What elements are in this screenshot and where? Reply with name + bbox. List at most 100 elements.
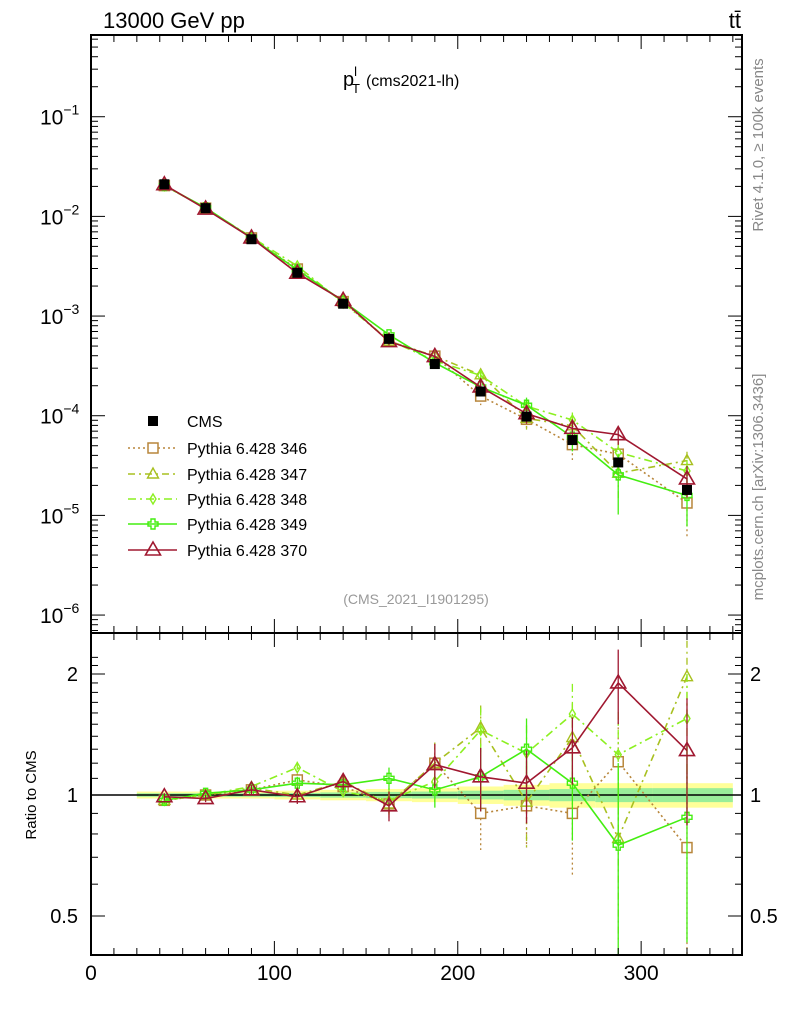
ratio-tick-label-right: 0.5: [750, 906, 778, 928]
y-tick-base: 10: [40, 206, 63, 229]
series-line: [163, 184, 688, 475]
y-tick-exp: −4: [63, 401, 79, 417]
y-tick-exp: −3: [63, 301, 79, 317]
ratio-point: [380, 796, 398, 812]
ratio-point: [383, 772, 395, 785]
rivet-label: Rivet 4.1.0, ≥ 100k events: [750, 58, 767, 231]
legend-label-cms: CMS: [187, 414, 223, 431]
y-tick-label: 10−1: [40, 102, 80, 130]
y-tick-base: 10: [40, 605, 63, 628]
ratio-point: [520, 743, 533, 755]
legend-cms-marker: [148, 416, 158, 426]
y-tick-exp: −5: [63, 500, 79, 516]
y-tick-base: 10: [40, 505, 63, 528]
cms-data-point: [567, 435, 578, 446]
series-ratio-3: [158, 718, 693, 955]
ratio-point: [609, 673, 628, 689]
ratio-point: [293, 761, 302, 774]
ratio-tick-label-left: 2: [67, 664, 78, 686]
y-tick-label: 10−2: [40, 201, 80, 229]
lower-frame: [90, 632, 743, 956]
y-tick-label: 10−5: [40, 500, 80, 528]
y-tick-label: 10−3: [40, 301, 80, 329]
header-left: 13000 GeV pp: [103, 8, 245, 33]
title-sup: l: [354, 64, 357, 79]
series-line: [163, 184, 688, 472]
ratio-line: [164, 676, 688, 841]
y-tick-exp: −1: [63, 102, 79, 118]
ratio-tick-label-left: 0.5: [50, 906, 78, 928]
legend-label: Pythia 6.428 348: [187, 492, 307, 509]
ratio-point: [425, 755, 444, 771]
ratio-point: [196, 788, 215, 805]
legend-marker: [146, 466, 160, 479]
x-tick-label: 200: [440, 962, 475, 985]
ratio-point: [476, 723, 485, 737]
ratio-point: [291, 777, 304, 789]
ratio-ylabel: Ratio to CMS: [23, 750, 40, 839]
ratio-point: [429, 784, 441, 796]
title-p: p: [343, 69, 354, 91]
ratio-tick-label-left: 1: [67, 785, 78, 807]
series-ratio-4: [155, 649, 696, 826]
series-ratio-0: [158, 717, 693, 955]
y-tick-label: 10−6: [40, 600, 80, 628]
title-rest: (cms2021-lh): [366, 73, 459, 90]
ratio-point: [517, 773, 536, 789]
legend-label: Pythia 6.428 346: [187, 441, 307, 458]
y-tick-base: 10: [40, 406, 63, 429]
ratio-point: [471, 767, 490, 783]
legend-marker: [144, 540, 162, 556]
cms-data-point: [200, 203, 211, 214]
cms-data-point: [338, 298, 349, 309]
data-point: [678, 469, 696, 485]
data-point: [563, 418, 582, 435]
cms-data-point: [383, 333, 394, 344]
legend-label: Pythia 6.428 349: [187, 517, 307, 534]
x-tick-label: 100: [257, 962, 292, 985]
y-tick-exp: −2: [63, 201, 79, 217]
legend-label: Pythia 6.428 370: [187, 543, 307, 560]
legend-marker: [147, 518, 159, 530]
legend-marker: [149, 492, 157, 506]
cms-data-point: [475, 386, 486, 397]
y-tick-base: 10: [40, 107, 63, 130]
ratio-point: [614, 748, 623, 762]
ratio-point: [242, 780, 261, 796]
y-tick-exp: −6: [63, 600, 79, 616]
ratio-point: [612, 839, 624, 851]
data-point: [609, 425, 628, 441]
ratio-line: [164, 748, 688, 847]
mcplots-label: mcplots.cern.ch [arXiv:1306.3436]: [750, 374, 767, 601]
ratio-tick-label-right: 1: [750, 785, 761, 807]
plot-title: pl T (cms2021-lh): [343, 64, 459, 96]
cms-data-point: [246, 234, 257, 245]
ratio-point: [678, 740, 696, 757]
cms-data-point: [159, 179, 170, 190]
ratio-point: [155, 787, 174, 803]
ratio-point: [288, 787, 307, 803]
ratio-point: [334, 771, 353, 788]
x-tick-label: 0: [85, 962, 97, 985]
y-tick-label: 10−4: [40, 401, 80, 429]
header-right: tt̄: [729, 8, 741, 33]
series-line: [163, 184, 688, 480]
y-tick-base: 10: [40, 306, 63, 329]
legend-label: Pythia 6.428 347: [187, 467, 307, 484]
title-sub: T: [352, 81, 360, 96]
ratio-point: [563, 738, 582, 754]
x-tick-label: 300: [624, 962, 659, 985]
cms-data-point: [613, 457, 624, 468]
ratio-line: [164, 681, 688, 807]
cms-data-point: [429, 359, 440, 370]
ratio-point: [566, 777, 579, 789]
ratio-tick-label-right: 2: [750, 664, 761, 686]
cms-data-point: [292, 267, 303, 278]
ratio-point: [681, 811, 693, 824]
cms-data-point: [521, 411, 532, 422]
data-point: [612, 469, 624, 481]
analysis-label: (CMS_2021_I1901295): [343, 591, 489, 607]
cms-data-point: [681, 484, 692, 495]
legend-marker: [147, 442, 159, 454]
